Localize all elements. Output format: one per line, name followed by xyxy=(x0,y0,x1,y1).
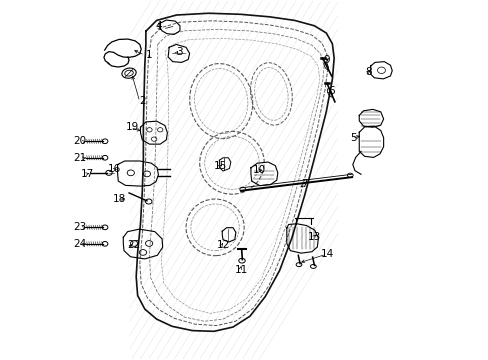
Text: 11: 11 xyxy=(235,265,248,275)
Text: 8: 8 xyxy=(364,67,371,77)
Text: 20: 20 xyxy=(73,136,86,146)
Text: 22: 22 xyxy=(127,240,141,250)
Text: 17: 17 xyxy=(81,168,94,179)
Text: 4: 4 xyxy=(156,21,162,31)
Text: 24: 24 xyxy=(73,239,86,249)
Text: 13: 13 xyxy=(307,232,321,242)
Text: 3: 3 xyxy=(176,46,183,57)
Text: 18: 18 xyxy=(113,194,126,204)
Text: 7: 7 xyxy=(301,179,307,189)
Text: 14: 14 xyxy=(321,248,334,258)
Text: 23: 23 xyxy=(73,222,86,232)
Text: 15: 15 xyxy=(213,161,226,171)
Text: 9: 9 xyxy=(322,55,329,65)
Text: 10: 10 xyxy=(252,165,265,175)
Text: 19: 19 xyxy=(126,122,139,132)
Text: 6: 6 xyxy=(327,86,334,96)
Text: 5: 5 xyxy=(350,133,356,143)
Text: 21: 21 xyxy=(73,153,86,163)
Text: 12: 12 xyxy=(216,240,229,250)
Text: 2: 2 xyxy=(139,96,145,106)
Text: 16: 16 xyxy=(108,164,121,174)
Text: 1: 1 xyxy=(146,50,152,60)
